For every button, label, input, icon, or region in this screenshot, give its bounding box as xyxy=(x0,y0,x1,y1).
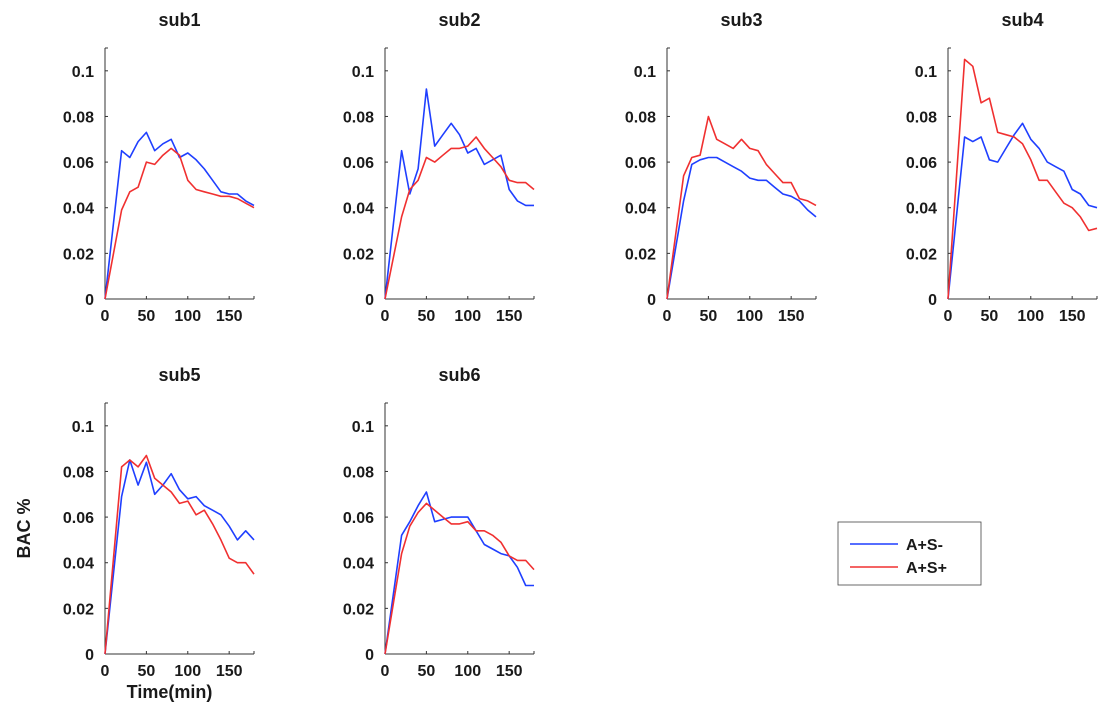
y-tick-label: 0.06 xyxy=(906,155,937,172)
y-tick-label: 0.1 xyxy=(352,419,374,436)
x-tick-label: 50 xyxy=(417,308,435,325)
y-tick-label: 0.06 xyxy=(343,510,374,527)
series-line-A-plus-S xyxy=(104,131,255,300)
y-tick-label: 0 xyxy=(85,292,94,309)
subplot-sub5: sub5 0 0.02 0.04 0.06 0.08 0.1 0 50 100 150Time(mi… xyxy=(14,365,255,702)
y-tick-label: 0.02 xyxy=(63,601,94,618)
y-tick-label: 0.04 xyxy=(63,201,94,218)
series-line-A-plus-S xyxy=(384,491,534,655)
subplot-sub2: sub2 0 0.02 0.04 0.06 0.08 0.1 0 50 100 150 xyxy=(343,10,535,325)
subplot-title: sub4 xyxy=(1001,10,1043,30)
y-tick-label: 0.08 xyxy=(63,109,94,126)
y-tick-label: 0.04 xyxy=(906,201,937,218)
subplot-title: sub3 xyxy=(720,10,762,30)
y-tick-label: 0.08 xyxy=(343,464,374,481)
x-tick-label: 0 xyxy=(381,308,390,325)
x-tick-label: 150 xyxy=(778,308,805,325)
y-tick-label: 0.04 xyxy=(343,556,374,573)
legend-label-a-s-minus: A+S- xyxy=(906,537,943,554)
series-line-A-plus-Splus xyxy=(104,454,255,655)
x-tick-label: 100 xyxy=(736,308,763,325)
y-tick-label: 0 xyxy=(85,647,94,664)
y-tick-label: 0.02 xyxy=(343,601,374,618)
y-tick-label: 0.04 xyxy=(343,201,374,218)
series-line-A-plus-Splus xyxy=(947,58,1098,300)
series-line-A-plus-S xyxy=(384,88,534,300)
subplot-title: sub6 xyxy=(438,365,480,385)
x-tick-label: 150 xyxy=(496,663,523,680)
subplot-grid: sub1 0 0.02 0.04 0.06 0.08 0.1 0 50 100 150 sub2 0 0.… xyxy=(14,10,1098,702)
series-line-A-plus-S xyxy=(104,459,255,655)
x-tick-label: 100 xyxy=(454,308,481,325)
y-tick-label: 0.1 xyxy=(634,64,656,81)
x-tick-label: 50 xyxy=(137,308,155,325)
legend-box xyxy=(837,521,982,586)
series-line-A-plus-Splus xyxy=(384,502,535,655)
y-tick-label: 0.08 xyxy=(906,109,937,126)
series-line-A-plus-S xyxy=(666,156,817,300)
x-tick-label: 50 xyxy=(417,663,435,680)
x-tick-label: 100 xyxy=(454,663,481,680)
x-tick-label: 50 xyxy=(980,308,998,325)
x-tick-label: 100 xyxy=(174,308,201,325)
y-tick-label: 0.1 xyxy=(352,64,374,81)
y-axis-label: BAC % xyxy=(14,498,34,558)
series-line-A-plus-Splus xyxy=(384,136,535,300)
subplot-sub4: sub4 0 0.02 0.04 0.06 0.08 0.1 0 50 100 150 xyxy=(906,10,1098,325)
x-tick-label: 150 xyxy=(496,308,523,325)
x-tick-label: 150 xyxy=(216,663,243,680)
x-tick-label: 150 xyxy=(1059,308,1086,325)
y-tick-label: 0 xyxy=(647,292,656,309)
series-line-A-plus-Splus xyxy=(666,115,817,300)
y-tick-label: 0.1 xyxy=(72,419,94,436)
x-tick-label: 150 xyxy=(216,308,243,325)
series-line-A-plus-S xyxy=(947,122,1098,300)
y-tick-label: 0.02 xyxy=(63,246,94,263)
x-tick-label: 0 xyxy=(663,308,672,325)
y-tick-label: 0.1 xyxy=(915,64,937,81)
subplot-title: sub2 xyxy=(438,10,480,30)
subplot-sub1: sub1 0 0.02 0.04 0.06 0.08 0.1 0 50 100 150 xyxy=(63,10,255,325)
y-tick-label: 0.06 xyxy=(343,155,374,172)
y-tick-label: 0.08 xyxy=(343,109,374,126)
y-tick-label: 0.04 xyxy=(625,201,656,218)
y-tick-label: 0.06 xyxy=(625,155,656,172)
y-tick-label: 0.08 xyxy=(625,109,656,126)
subplot-title: sub1 xyxy=(158,10,200,30)
x-tick-label: 0 xyxy=(944,308,953,325)
y-tick-label: 0.02 xyxy=(906,246,937,263)
subplot-sub3: sub3 0 0.02 0.04 0.06 0.08 0.1 0 50 100 150 xyxy=(625,10,817,325)
y-tick-label: 0.02 xyxy=(343,246,374,263)
legend: A+S- A+S+ xyxy=(837,521,982,586)
subplot-sub6: sub6 0 0.02 0.04 0.06 0.08 0.1 0 50 100 150 xyxy=(343,365,535,680)
y-tick-label: 0.06 xyxy=(63,155,94,172)
x-tick-label: 0 xyxy=(101,663,110,680)
x-tick-label: 50 xyxy=(699,308,717,325)
x-axis-label: Time(min) xyxy=(127,682,213,702)
y-tick-label: 0.02 xyxy=(625,246,656,263)
y-tick-label: 0 xyxy=(365,292,374,309)
series-line-A-plus-Splus xyxy=(104,147,255,300)
x-tick-label: 50 xyxy=(137,663,155,680)
x-tick-label: 0 xyxy=(101,308,110,325)
y-tick-label: 0.08 xyxy=(63,464,94,481)
x-tick-label: 100 xyxy=(1017,308,1044,325)
y-tick-label: 0 xyxy=(928,292,937,309)
y-tick-label: 0 xyxy=(365,647,374,664)
y-tick-label: 0.04 xyxy=(63,556,94,573)
y-tick-label: 0.06 xyxy=(63,510,94,527)
x-tick-label: 0 xyxy=(381,663,390,680)
legend-label-a-s-plus: A+S+ xyxy=(906,560,947,577)
subplot-title: sub5 xyxy=(158,365,200,385)
x-tick-label: 100 xyxy=(174,663,201,680)
y-tick-label: 0.1 xyxy=(72,64,94,81)
